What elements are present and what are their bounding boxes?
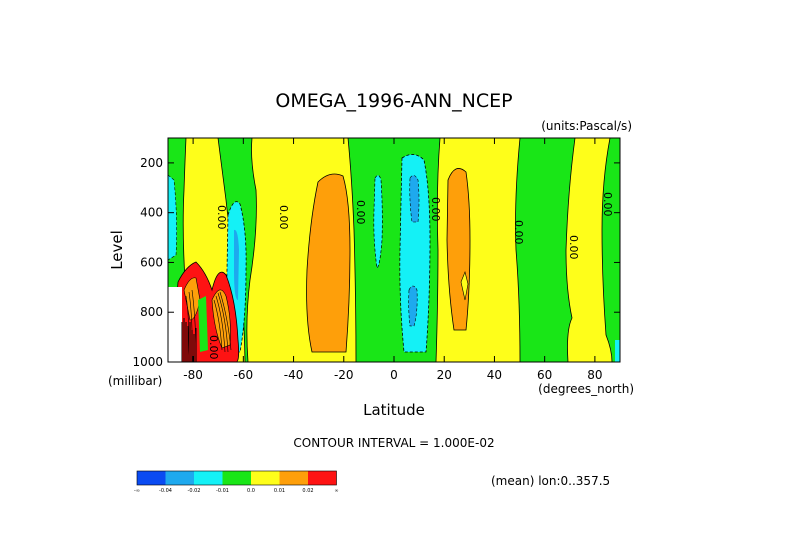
colorbar-swatch bbox=[194, 471, 223, 485]
contour-label: 0.00 bbox=[512, 220, 525, 245]
colorbar-swatch bbox=[165, 471, 194, 485]
y-tick-label: 400 bbox=[140, 206, 163, 220]
cyan-corner-north bbox=[615, 340, 620, 362]
x-axis: -80 -60 -40 -20 0 20 40 60 80 bbox=[183, 138, 603, 382]
contour-label: 0.00 bbox=[207, 335, 220, 360]
contour-label: 0.00 bbox=[601, 192, 614, 217]
blue-region-equator bbox=[408, 175, 420, 327]
colorbar-tick-label: 0.02 bbox=[302, 488, 313, 494]
contour-label: 0.00 bbox=[567, 235, 580, 260]
x-tick-label: 80 bbox=[587, 368, 602, 382]
colorbar-frame bbox=[136, 470, 337, 486]
contour-label: 0.00 bbox=[354, 200, 367, 225]
x-tick-label: -60 bbox=[234, 368, 254, 382]
y-tick-label: 1000 bbox=[132, 355, 163, 369]
y-units-label: (millibar) bbox=[108, 374, 162, 388]
blue-sliver-south bbox=[234, 229, 239, 300]
colorbar-swatch bbox=[222, 471, 251, 485]
contour-interval-label: CONTOUR INTERVAL = 1.000E-02 bbox=[293, 436, 494, 450]
y-axis: 200 400 600 800 1000 bbox=[132, 156, 620, 369]
colorbar-swatch bbox=[251, 471, 280, 485]
colorbar-swatch bbox=[279, 471, 308, 485]
contour-label: 0.00 bbox=[277, 205, 290, 230]
x-tick-label: -80 bbox=[183, 368, 203, 382]
y-tick-label: 200 bbox=[140, 156, 163, 170]
contour-label: 0.00 bbox=[215, 205, 228, 230]
topography-mask bbox=[168, 287, 182, 362]
dense-contour-lines bbox=[185, 289, 232, 361]
contour-labels: 0.00 0.00 0.00 0.00 0.00 0.00 0.00 0.00 bbox=[207, 192, 614, 360]
x-tick-label: -40 bbox=[284, 368, 304, 382]
mean-lon-label: (mean) lon:0..357.5 bbox=[491, 474, 610, 488]
x-tick-label: 60 bbox=[537, 368, 552, 382]
x-tick-label: -20 bbox=[334, 368, 354, 382]
x-tick-label: 20 bbox=[437, 368, 452, 382]
colorbar-tick-label: -0.04 bbox=[159, 488, 172, 494]
y-tick-label: 600 bbox=[140, 255, 163, 269]
chart-title: OMEGA_1996-ANN_NCEP bbox=[275, 90, 512, 112]
x-units-label: (degrees_north) bbox=[538, 382, 634, 396]
y-axis-title: Level bbox=[108, 230, 126, 270]
cyan-region-edge-south bbox=[168, 174, 177, 261]
cyan-region-equator bbox=[399, 154, 431, 353]
colorbar-tick-label: 0.0 bbox=[247, 488, 255, 494]
colorbar-swatch bbox=[137, 471, 166, 485]
contour-field bbox=[168, 138, 620, 362]
colorbar-tick-label: 0.01 bbox=[274, 488, 285, 494]
y-tick-label: 800 bbox=[140, 305, 163, 319]
contour-label: 0.00 bbox=[429, 197, 442, 222]
colorbar-tick-label: ∞ bbox=[334, 488, 338, 494]
x-tick-label: 0 bbox=[390, 368, 398, 382]
green-gap-south bbox=[198, 296, 208, 352]
colorbar-swatch bbox=[308, 471, 337, 485]
topography-hatch bbox=[181, 318, 197, 362]
colorbar: -∞ -0.04 -0.02 -0.01 0.0 0.01 0.02 ∞ bbox=[134, 470, 339, 494]
colorbar-tick-label: -0.02 bbox=[188, 488, 201, 494]
units-label: (units:Pascal/s) bbox=[541, 119, 632, 133]
x-tick-label: 40 bbox=[487, 368, 502, 382]
colorbar-tick-label: -∞ bbox=[134, 488, 140, 494]
yellow-lens-north-tropics bbox=[460, 271, 469, 301]
orange-region-south-midlat bbox=[306, 173, 351, 353]
colorbar-tick-label: -0.01 bbox=[216, 488, 229, 494]
x-axis-title: Latitude bbox=[363, 401, 425, 419]
cyan-region-tropics-south bbox=[373, 175, 383, 269]
